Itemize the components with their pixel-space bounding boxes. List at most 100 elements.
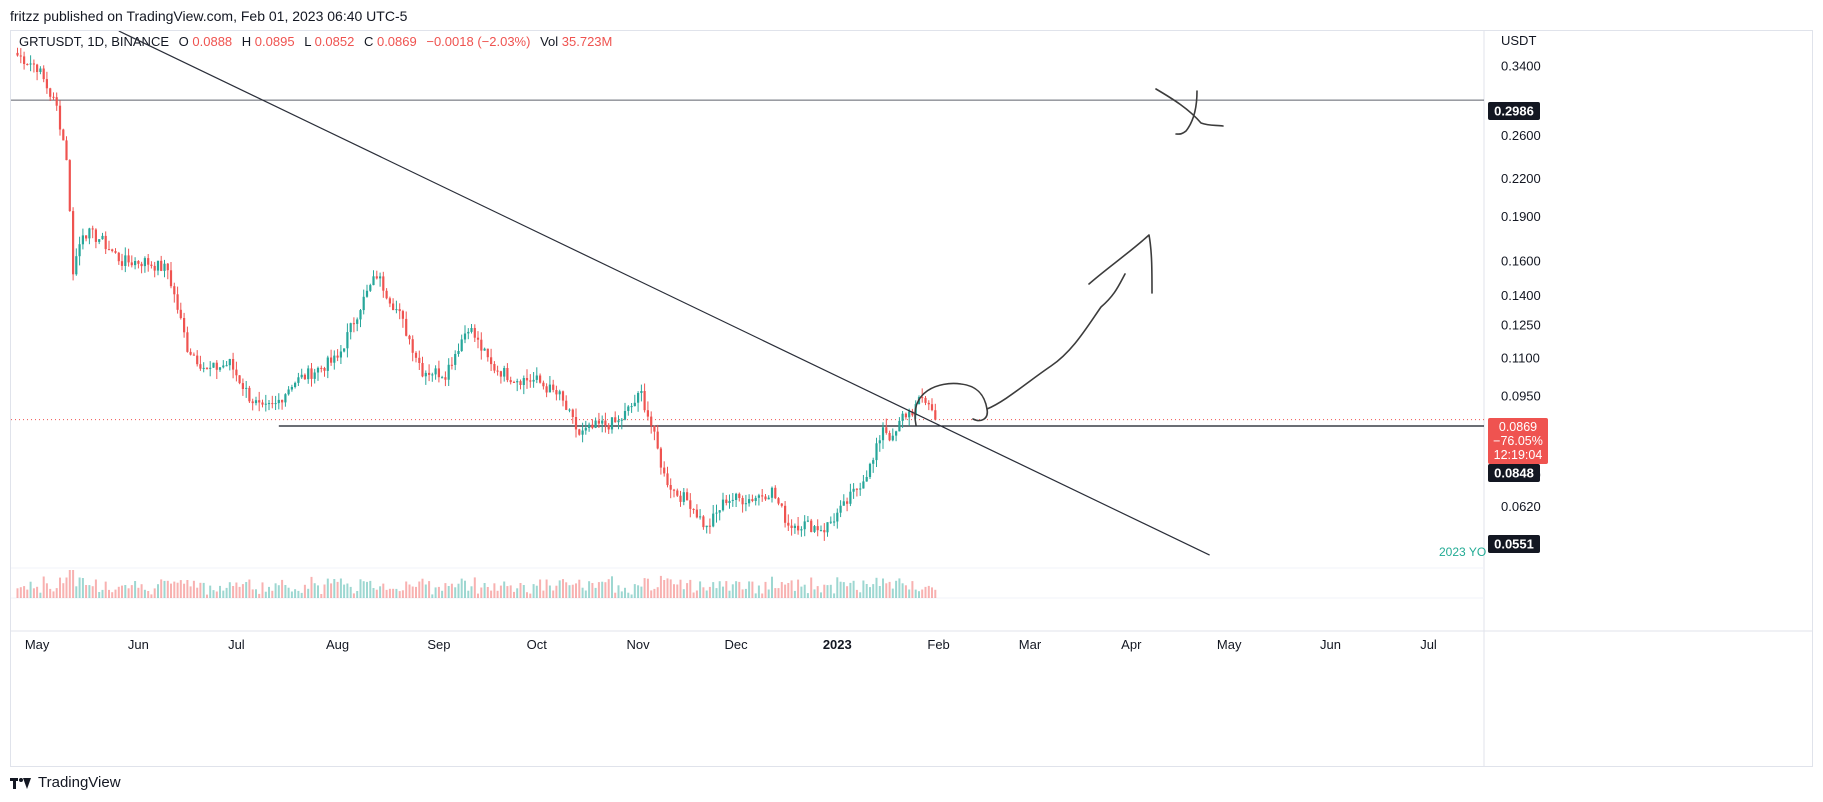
- volume-bar: [829, 584, 832, 598]
- volume-bar: [392, 588, 395, 598]
- candle-body: [499, 371, 502, 377]
- volume-bar: [806, 593, 809, 598]
- volume-bar: [379, 586, 382, 598]
- volume-bar: [731, 584, 734, 598]
- volume-bar: [797, 579, 800, 598]
- descending-trendline[interactable]: [118, 31, 1210, 556]
- volume-bar: [927, 585, 930, 598]
- candle-body: [333, 355, 336, 363]
- volume-bar: [597, 582, 600, 598]
- volume-bar: [444, 583, 447, 598]
- volume-bar: [869, 587, 871, 598]
- price-tick-label: 0.3400: [1501, 59, 1541, 74]
- volume-bar: [558, 580, 561, 598]
- volume-bar: [708, 586, 711, 598]
- candle-body: [267, 403, 271, 405]
- svg-text:−76.05%: −76.05%: [1493, 434, 1543, 448]
- candle-body: [476, 337, 480, 340]
- volume-bar: [209, 585, 212, 598]
- volume-bar: [147, 591, 150, 598]
- candle-body: [610, 417, 614, 430]
- candle-body: [316, 367, 320, 373]
- volume-bar: [839, 581, 842, 598]
- candle-body: [735, 493, 738, 500]
- candle-body: [842, 501, 845, 506]
- ohlc-close-key: C: [364, 34, 373, 49]
- candle-body: [254, 400, 258, 404]
- ohlc-low-key: L: [304, 34, 311, 49]
- volume-bar: [464, 580, 466, 598]
- candle-body: [904, 413, 907, 418]
- volume-bar: [646, 578, 649, 598]
- volume-bar: [415, 586, 417, 598]
- volume-bar: [290, 591, 293, 598]
- candle-body: [140, 263, 143, 267]
- candle-body: [183, 318, 186, 333]
- candle-body: [741, 498, 744, 505]
- horizontal-levels[interactable]: [11, 99, 1484, 427]
- volume-bar: [19, 587, 22, 598]
- candle-body: [251, 401, 254, 404]
- candle-body: [362, 296, 365, 311]
- volume-bar: [431, 594, 434, 598]
- volume-bar: [614, 592, 617, 598]
- freehand-annotations[interactable]: [914, 88, 1224, 426]
- volume-bar: [336, 581, 339, 598]
- volume-bar: [294, 589, 297, 598]
- time-tick-label: Jun: [128, 637, 149, 652]
- candle-body: [424, 372, 427, 377]
- candle-body: [166, 263, 169, 271]
- chart-frame[interactable]: GRTUSDT, 1D, BINANCE O 0.0888 H 0.0895 L…: [10, 30, 1813, 767]
- volume-bar: [317, 585, 319, 598]
- footer-brand[interactable]: TradingView: [10, 774, 121, 791]
- volume-bar: [411, 586, 414, 598]
- candle-body: [911, 411, 914, 416]
- volume-bar: [447, 586, 450, 598]
- candle-body: [682, 492, 685, 502]
- candle-body: [656, 431, 659, 449]
- candle-body: [895, 431, 898, 436]
- time-tick-label: 2023: [823, 637, 852, 652]
- candle-body: [784, 505, 787, 523]
- volume-bar: [258, 593, 261, 598]
- candle-body: [623, 411, 627, 420]
- time-tick-label: Aug: [326, 637, 349, 652]
- volume-bar: [535, 585, 538, 598]
- candle-body: [490, 357, 493, 365]
- candle-body: [98, 239, 101, 242]
- volume-bar: [78, 577, 81, 598]
- candle-body: [277, 399, 280, 404]
- candle-body: [150, 264, 153, 266]
- candle-body: [512, 382, 516, 383]
- candle-body: [385, 290, 388, 299]
- candle-body: [16, 52, 19, 56]
- volume-bar: [604, 582, 607, 598]
- volume-bar: [52, 591, 55, 598]
- candle-body: [686, 492, 689, 501]
- price-chart[interactable]: GRTUSDT, 1D, BINANCE O 0.0888 H 0.0895 L…: [11, 31, 1812, 766]
- candle-body: [163, 263, 166, 271]
- candle-body: [800, 529, 803, 531]
- volume-bar: [385, 589, 388, 598]
- candle-body: [39, 68, 42, 72]
- candle-body: [169, 270, 173, 287]
- volume-value: 35.723M: [562, 34, 613, 49]
- volume-bar: [91, 586, 94, 598]
- candle-body: [934, 410, 937, 420]
- candle-body: [908, 411, 911, 418]
- candle-body: [819, 530, 823, 532]
- candle-body: [493, 364, 496, 371]
- volume-bar: [434, 587, 437, 598]
- trendline-layer[interactable]: [118, 31, 1210, 556]
- candle-body: [627, 406, 630, 411]
- volume-bar: [532, 584, 535, 598]
- candle-body: [235, 369, 238, 376]
- volume-bar: [382, 583, 385, 598]
- candle-body: [542, 382, 545, 387]
- volume-bar: [490, 590, 493, 598]
- candle-body: [637, 393, 640, 403]
- candle-body: [258, 400, 261, 403]
- volume-bar: [849, 582, 852, 598]
- candle-body: [921, 397, 924, 399]
- volume-bar: [934, 589, 937, 598]
